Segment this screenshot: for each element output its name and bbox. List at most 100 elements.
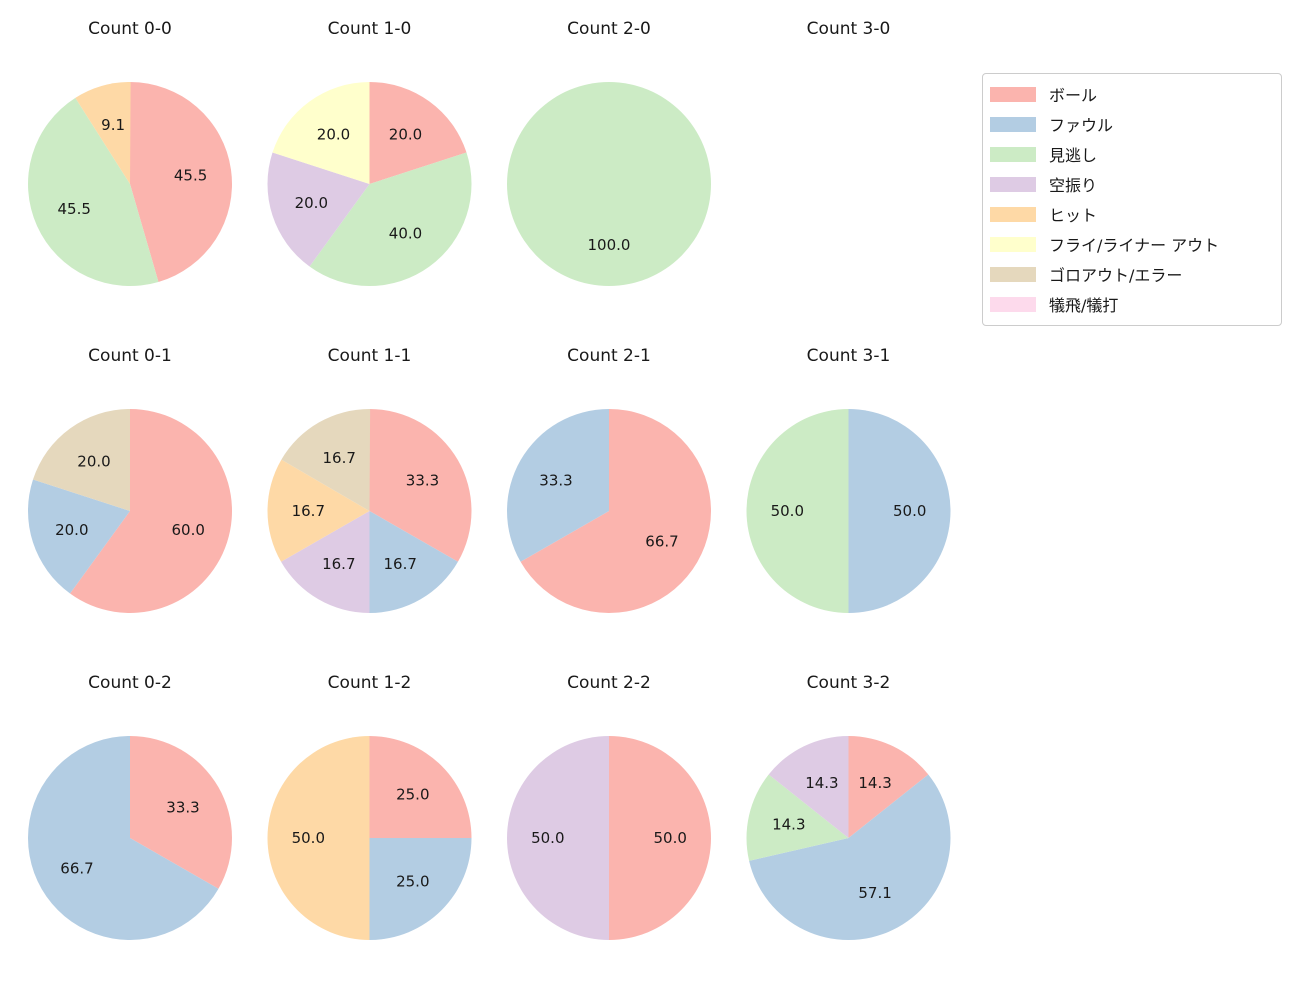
slice-percent-label: 20.0: [77, 453, 110, 471]
slice-percent-label: 45.5: [174, 166, 207, 184]
legend-swatch-sac-fly-bunt: [990, 296, 1036, 312]
pie-slice-swinging-strike: [768, 736, 849, 838]
legend-swatch-swinging-strike: [990, 176, 1036, 192]
pie-slice-ball: [70, 409, 233, 614]
slice-percent-label: 66.7: [645, 533, 678, 551]
legend-swatch-fly-liner-out: [990, 236, 1036, 252]
legend-item-foul: ファウル: [990, 109, 1271, 139]
legend-item-called-strike: 見逃し: [990, 139, 1271, 169]
pie-title: Count 2-0: [567, 19, 651, 39]
legend-label: 見逃し: [1049, 146, 1098, 165]
pie-title: Count 2-2: [567, 673, 651, 693]
pie-slice-called-strike: [507, 82, 711, 286]
slice-percent-label: 16.7: [292, 502, 325, 520]
pie-title: Count 0-1: [88, 346, 172, 366]
slice-percent-label: 33.3: [539, 471, 572, 489]
pie-slice-swinging-strike: [507, 736, 609, 940]
legend: ボールファウル見逃し空振りヒットフライ/ライナー アウト ゴロアウト/エラー 犠飛/…: [982, 73, 1282, 326]
pie-slice-fly-liner-out: [272, 81, 370, 184]
legend-label: 犠飛/犠打: [1049, 296, 1119, 315]
pie-slice-ball: [369, 409, 472, 562]
pie-slice-called-strike: [309, 152, 472, 286]
slice-percent-label: 14.3: [772, 816, 805, 834]
legend-item-swinging-strike: 空振り: [990, 169, 1271, 199]
pie-count-2-2: 50.0 50.0: [507, 736, 711, 940]
pie-title: Count 1-0: [327, 19, 412, 39]
pie-slice-ball: [369, 82, 467, 184]
pie-slice-called-strike: [746, 774, 849, 861]
pie-count-1-1: 33.3 16.7 16.7 16.7 16.7: [267, 408, 472, 613]
pie-slice-ball: [130, 82, 233, 282]
pie-title: Count 3-2: [806, 673, 891, 693]
pie-slice-ball: [369, 736, 472, 838]
slice-percent-label: 20.0: [389, 126, 422, 144]
slice-percent-label: 9.1: [101, 116, 125, 134]
legend-label: フライ/ライナー アウト: [1049, 236, 1220, 255]
slice-percent-label: 25.0: [396, 786, 429, 804]
pie-slice-foul: [369, 511, 458, 613]
pie-count-0-1: 60.0 20.0 20.0: [27, 409, 233, 614]
pie-slice-hit: [267, 736, 370, 940]
slice-percent-label: 50.0: [653, 829, 686, 847]
legend-swatch-groundout-error: [990, 266, 1036, 282]
pie-slice-foul: [749, 774, 951, 941]
pie-title: Count 1-2: [327, 673, 412, 693]
pie-title: Count 0-0: [88, 19, 172, 39]
legend-label: ファウル: [1049, 116, 1114, 135]
slice-percent-label: 66.7: [60, 860, 93, 878]
pie-slice-foul: [27, 479, 131, 594]
pie-title: Count 2-1: [567, 346, 651, 366]
pie-slice-swinging-strike: [281, 511, 370, 613]
slice-percent-label: 60.0: [171, 521, 204, 539]
slice-percent-label: 50.0: [292, 829, 325, 847]
slice-percent-label: 20.0: [295, 194, 328, 212]
pie-count-0-0: 45.5 45.5 9.1: [28, 81, 233, 286]
pie-title: Count 3-1: [806, 346, 891, 366]
pie-count-3-2: 14.3 57.1 14.3 14.3: [746, 736, 951, 941]
pie-slice-hit: [267, 459, 370, 562]
pie-title: Count 0-2: [88, 673, 172, 693]
pie-slice-groundout-error: [281, 408, 371, 511]
pie-slice-called-strike: [28, 97, 159, 286]
pie-slice-swinging-strike: [267, 152, 370, 267]
pie-slice-foul: [507, 409, 609, 562]
legend-swatch-ball: [990, 86, 1036, 102]
legend-label: ボール: [1049, 86, 1098, 105]
pie-slice-called-strike: [746, 409, 849, 613]
legend-item-sac-fly-bunt: 犠飛/犠打: [990, 289, 1271, 319]
legend-item-fly-liner-out: フライ/ライナー アウト: [990, 229, 1271, 259]
legend-swatch-hit: [990, 206, 1036, 222]
pie-count-1-0: 20.0 40.0 20.0 20.0: [267, 81, 472, 286]
legend-label: ゴロアウト/エラー: [1049, 266, 1183, 285]
pie-title: Count 1-1: [327, 346, 412, 366]
pie-slice-ball: [520, 409, 712, 614]
pie-slice-foul: [27, 736, 219, 940]
slice-percent-label: 40.0: [389, 225, 422, 243]
pie-count-2-0: 100.0: [507, 82, 711, 286]
pie-slice-hit: [75, 81, 131, 184]
pie-slice-ball: [848, 736, 929, 838]
slice-percent-label: 16.7: [322, 555, 355, 573]
legend-swatch-called-strike: [990, 146, 1036, 162]
slice-percent-label: 16.7: [322, 449, 355, 467]
pie-count-0-2: 33.3 66.7: [27, 736, 232, 940]
legend-item-groundout-error: ゴロアウト/エラー: [990, 259, 1271, 289]
pie-slice-ball: [609, 736, 711, 940]
slice-percent-label: 50.0: [771, 502, 804, 520]
legend-item-hit: ヒット: [990, 199, 1271, 229]
legend-label: ヒット: [1049, 206, 1098, 225]
slice-percent-label: 50.0: [893, 502, 926, 520]
legend-label: 空振り: [1049, 176, 1098, 195]
slice-percent-label: 14.3: [805, 774, 838, 792]
slice-percent-label: 57.1: [858, 884, 891, 902]
slice-percent-label: 50.0: [531, 829, 564, 847]
legend-swatch-foul: [990, 116, 1036, 132]
slice-percent-label: 20.0: [55, 521, 88, 539]
pie-slice-groundout-error: [32, 409, 130, 511]
slice-percent-label: 14.3: [858, 774, 891, 792]
slice-percent-label: 16.7: [383, 555, 416, 573]
slice-percent-label: 45.5: [57, 200, 90, 218]
slice-percent-label: 33.3: [166, 798, 199, 816]
